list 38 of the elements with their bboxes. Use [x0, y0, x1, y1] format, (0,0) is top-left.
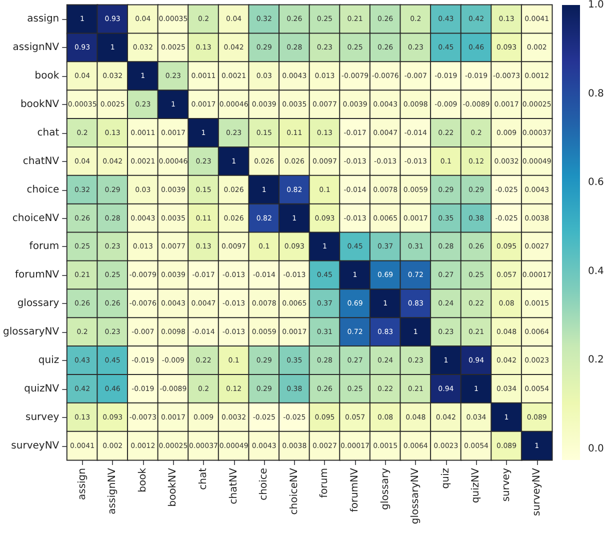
y-tick-label: choiceNV	[12, 212, 60, 224]
y-tick-label: quiz	[38, 354, 60, 366]
x-tick-label: survey	[501, 468, 512, 502]
x-tick-label: chat	[198, 468, 210, 490]
y-tick-label: assignNV	[12, 42, 60, 54]
y-tick-label: chatNV	[22, 156, 60, 167]
y-tick-label: surveyNV	[11, 440, 60, 452]
x-tick-label: choiceNV	[288, 468, 300, 515]
y-tick-label: quizNV	[24, 383, 60, 394]
x-tick-label: book	[137, 468, 148, 492]
y-tick-label: forum	[29, 241, 60, 252]
y-tick-label: forumNV	[14, 270, 60, 281]
color-bar-label: 0.8	[588, 88, 604, 100]
x-tick-label: glossary	[380, 468, 391, 510]
x-tick-label: quizNV	[470, 468, 482, 504]
color-bar-label: 0.2	[588, 354, 604, 366]
y-tick-label: bookNV	[20, 99, 60, 110]
x-tick-label: chatNV	[228, 468, 240, 504]
x-tick-label: forum	[319, 468, 330, 498]
color-bar-label: 1.0	[588, 0, 604, 10]
x-tick-label: assign	[76, 468, 88, 500]
x-tick-label: forumNV	[350, 468, 361, 512]
y-tick-label: choice	[26, 184, 60, 196]
color-bar-label: 0.0	[588, 443, 604, 454]
color-bar-label: 0.4	[588, 266, 604, 277]
x-tick-label: glossaryNV	[410, 468, 422, 524]
y-tick-label: chat	[37, 127, 60, 138]
y-tick-label: glossaryNV	[2, 326, 60, 338]
x-tick-label: quiz	[440, 468, 452, 489]
y-tick-label: book	[34, 70, 60, 82]
y-tick-label: glossary	[17, 298, 60, 310]
color-bar-label: 0.6	[588, 177, 604, 188]
x-tick-label: choice	[258, 468, 270, 500]
x-tick-label: surveyNV	[531, 468, 542, 516]
y-tick-label: assign	[27, 14, 60, 25]
x-tick-label: bookNV	[168, 468, 179, 507]
x-tick-label: assignNV	[107, 468, 118, 514]
y-tick-label: survey	[25, 412, 60, 423]
